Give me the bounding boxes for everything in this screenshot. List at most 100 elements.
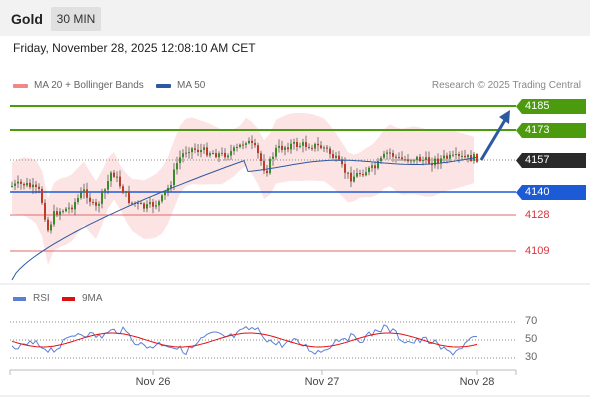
candle-body xyxy=(308,147,310,148)
candle-body xyxy=(398,157,400,159)
candle-body xyxy=(173,169,175,186)
candle-body xyxy=(203,147,205,150)
candle-body xyxy=(410,160,412,162)
candle-body xyxy=(146,204,148,209)
candle-body xyxy=(77,198,79,202)
candle-body xyxy=(281,145,283,150)
candle-body xyxy=(26,182,28,186)
candle-body xyxy=(80,192,82,198)
candle-body xyxy=(383,153,385,158)
rsi-ma-line xyxy=(11,332,478,348)
candle-body xyxy=(47,219,49,231)
candle-body xyxy=(278,145,280,148)
candle-body xyxy=(341,159,343,165)
candle-body xyxy=(41,189,43,203)
candle-body xyxy=(59,211,61,215)
candle-body xyxy=(209,153,211,156)
candle-body xyxy=(119,176,121,187)
rsi-tick-70: 70 xyxy=(525,315,538,327)
candle-body xyxy=(71,207,73,210)
candle-body xyxy=(125,191,127,193)
candle-body xyxy=(344,164,346,173)
candle-body xyxy=(140,203,142,204)
candle-body xyxy=(122,186,124,193)
candle-body xyxy=(233,147,235,152)
price-tag-4128: 4128 xyxy=(525,209,550,221)
candle-body xyxy=(365,172,367,176)
candle-body xyxy=(131,202,133,204)
candle-body xyxy=(476,154,478,162)
price-tag-4185: 4185 xyxy=(516,99,586,114)
candle-body xyxy=(386,152,388,154)
candle-body xyxy=(38,186,40,189)
candle-body xyxy=(101,192,103,204)
candle-body xyxy=(284,147,286,150)
candle-body xyxy=(299,145,301,147)
projection-arrow xyxy=(479,119,507,161)
candle-body xyxy=(248,140,250,144)
candle-body xyxy=(401,157,403,160)
candle-body xyxy=(251,140,253,143)
candle-body xyxy=(152,202,154,207)
candle-body xyxy=(110,172,112,182)
candle-body xyxy=(182,153,184,158)
rsi-legend: RSI xyxy=(13,293,50,304)
candle-body xyxy=(446,155,448,159)
projection-arrow-head-icon xyxy=(499,110,510,124)
candle-body xyxy=(191,148,193,153)
candle-body xyxy=(155,205,157,207)
candle-body xyxy=(392,153,394,157)
candle-body xyxy=(329,148,331,154)
candle-body xyxy=(275,147,277,157)
candle-body xyxy=(68,207,70,209)
price-tag-4109: 4109 xyxy=(525,245,550,257)
price-tag-4173: 4173 xyxy=(516,123,586,138)
rsi-tick-30: 30 xyxy=(525,351,538,363)
candle-body xyxy=(95,202,97,206)
candle-body xyxy=(425,157,427,161)
candle-body xyxy=(266,170,268,174)
candle-body xyxy=(92,202,94,203)
price-tag-current: 4157 xyxy=(516,153,586,168)
candle-body xyxy=(197,149,199,152)
candle-body xyxy=(290,143,292,150)
candle-body xyxy=(194,148,196,150)
candle-body xyxy=(338,155,340,160)
candle-body xyxy=(221,152,223,154)
candle-body xyxy=(377,161,379,169)
candle-body xyxy=(86,189,88,198)
candle-body xyxy=(104,189,106,192)
candle-body xyxy=(215,153,217,158)
research-credit: Research © 2025 Trading Central xyxy=(431,80,581,91)
ma50-line xyxy=(11,157,477,281)
candle-body xyxy=(428,157,430,164)
candle-body xyxy=(161,195,163,202)
candle-body xyxy=(380,157,382,162)
candle-body xyxy=(206,147,208,156)
price-tag-4140: 4140 xyxy=(516,185,586,200)
timeframe-tab[interactable]: 30 MIN xyxy=(51,7,101,31)
candle-body xyxy=(227,155,229,158)
candle-body xyxy=(335,155,337,158)
candle-body xyxy=(407,159,409,162)
candle-body xyxy=(320,145,322,149)
candle-body xyxy=(212,153,214,154)
candle-body xyxy=(20,181,22,184)
candle-body xyxy=(53,211,55,225)
candle-body xyxy=(170,185,172,188)
candle-body xyxy=(296,142,298,147)
candle-body xyxy=(371,165,373,168)
candle-body xyxy=(326,147,328,149)
candle-body xyxy=(143,203,145,209)
candle-body xyxy=(263,160,265,171)
rsi-ma-legend: 9MA xyxy=(62,293,103,304)
candle-body xyxy=(395,156,397,158)
candle-body xyxy=(413,160,415,162)
candle-body xyxy=(218,153,220,158)
candle-body xyxy=(50,224,52,231)
candle-body xyxy=(254,143,256,146)
candle-body xyxy=(416,156,418,161)
candle-body xyxy=(11,185,13,187)
candle-body xyxy=(65,208,67,212)
